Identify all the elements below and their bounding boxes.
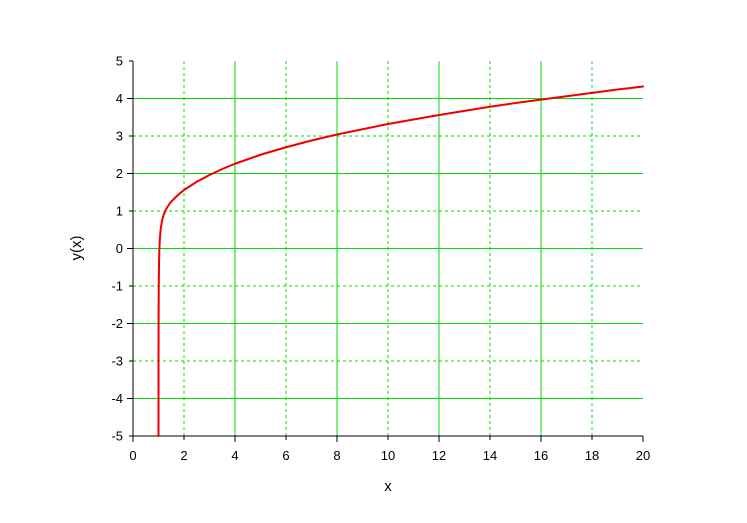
- y-axis-title: y(x): [68, 236, 85, 261]
- series: [157, 85, 644, 437]
- y-tick-label: 3: [116, 129, 123, 144]
- x-tick-label: 8: [333, 448, 340, 463]
- y-tick-label: -1: [111, 279, 123, 294]
- series-line: [157, 85, 644, 437]
- x-tick-label: 14: [483, 448, 497, 463]
- grid-major: [133, 61, 643, 436]
- x-tick-label: 0: [129, 448, 136, 463]
- y-tick-label: 1: [116, 204, 123, 219]
- y-tick-label: 0: [116, 241, 123, 256]
- x-tick-label: 10: [381, 448, 395, 463]
- y-tick-label: 4: [116, 91, 123, 106]
- x-tick-label: 6: [282, 448, 289, 463]
- x-tick-label: 20: [636, 448, 650, 463]
- y-tick-label: 2: [116, 166, 123, 181]
- y-tick-label: -4: [111, 391, 123, 406]
- x-tick-label: 4: [231, 448, 238, 463]
- x-tick-label: 12: [432, 448, 446, 463]
- y-tick-label: 5: [116, 54, 123, 69]
- x-tick-label: 16: [534, 448, 548, 463]
- y-tick-label: -5: [111, 429, 123, 444]
- ticks: [127, 60, 644, 442]
- x-axis-title: x: [384, 478, 392, 495]
- x-tick-label: 18: [585, 448, 599, 463]
- y-tick-label: -3: [111, 354, 123, 369]
- y-tick-label: -2: [111, 316, 123, 331]
- x-tick-label: 2: [180, 448, 187, 463]
